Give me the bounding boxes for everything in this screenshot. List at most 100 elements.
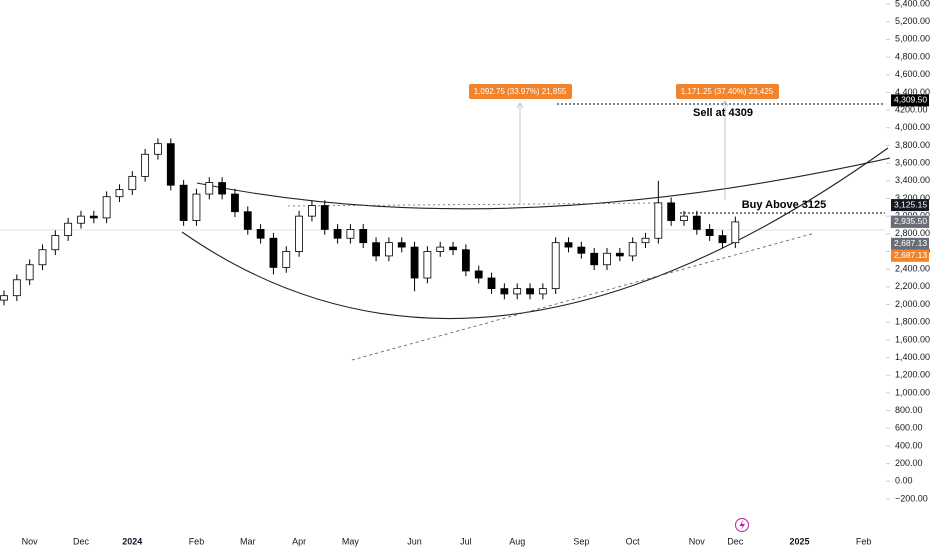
price-tag-label: 2,687.13: [894, 238, 927, 248]
candle-body: [615, 252, 624, 257]
buy-label: Buy Above 3125: [742, 199, 827, 211]
y-tick-label: 2,000.00: [895, 299, 930, 309]
y-tick-label: 3,200.00: [895, 193, 930, 203]
candle-body: [603, 252, 611, 266]
y-tick-label: 800.00: [895, 405, 923, 415]
candle-body: [641, 237, 650, 244]
candle-body: [474, 270, 483, 279]
x-tick-label: 2024: [122, 536, 142, 546]
candle-body: [628, 242, 637, 257]
candle-body: [718, 235, 727, 244]
arrow-head: [721, 100, 729, 107]
price-tag-label: 3,125.15: [894, 199, 927, 209]
arrow-head: [516, 102, 524, 109]
x-tick-label: Feb: [189, 536, 205, 546]
candle-body: [410, 246, 419, 279]
y-tick-label: 5,200.00: [895, 16, 930, 26]
x-tick-label: Oct: [626, 536, 641, 546]
y-tick-label: 5,000.00: [895, 34, 930, 44]
candle-body: [423, 251, 432, 279]
candle-body: [128, 175, 137, 191]
range-label: 1,092.75 (33.97%) 21,855: [474, 87, 567, 96]
candle-body: [359, 229, 368, 244]
candle-body: [89, 215, 98, 219]
candle-body: [38, 249, 47, 266]
candle-body: [487, 277, 496, 290]
candle-body: [308, 205, 316, 217]
price-tag: [891, 199, 929, 212]
range-box: [676, 84, 779, 99]
y-tick-label: 4,800.00: [895, 51, 930, 61]
candle-body: [0, 295, 8, 301]
y-tick-label: 5,400.00: [895, 0, 930, 8]
y-tick-label: 2,200.00: [895, 281, 930, 291]
candle-body: [141, 153, 150, 177]
candle-body: [320, 205, 329, 230]
range-box: [469, 84, 572, 99]
range-label: 1,171.25 (37.40%) 23,425: [681, 87, 774, 96]
y-tick-label: 4,000.00: [895, 122, 930, 132]
event-bolt: [739, 520, 745, 530]
price-tag: [891, 94, 929, 107]
candle-body: [243, 211, 252, 230]
x-tick-label: Aug: [509, 536, 525, 546]
y-tick-label: 1,200.00: [895, 370, 930, 380]
y-tick-label: 2,400.00: [895, 264, 930, 274]
price-tag-label: 4,309.50: [894, 95, 927, 105]
price-tag-label: 2,935.50: [894, 216, 927, 226]
candle-body: [205, 182, 214, 195]
y-tick-label: 0.00: [895, 476, 913, 486]
candle-body: [346, 229, 355, 239]
candle-body: [590, 252, 599, 266]
candle-body: [179, 184, 188, 221]
candle-body: [256, 229, 265, 239]
x-tick-label: Jul: [460, 536, 472, 546]
candle-body: [577, 246, 586, 254]
upper-curve: [196, 157, 891, 210]
price-tag: [891, 237, 929, 250]
candle-body: [102, 196, 111, 219]
x-tick-label: Nov: [689, 536, 706, 546]
candle-body: [154, 143, 162, 155]
event-icon[interactable]: [735, 518, 749, 532]
candle-body: [231, 193, 239, 213]
price-tag: [891, 249, 929, 262]
candle-body: [551, 242, 560, 290]
candle-body: [282, 251, 291, 268]
y-tick-label: 1,600.00: [895, 334, 930, 344]
x-tick-label: Jun: [407, 536, 422, 546]
candle-body: [526, 288, 534, 295]
y-tick-label: 600.00: [895, 423, 923, 433]
candle-body: [372, 242, 380, 257]
lower-curve: [181, 147, 889, 320]
neck-line: [287, 202, 661, 207]
y-tick-label: −200.00: [895, 493, 928, 503]
candle-body: [667, 202, 676, 221]
candle-body: [397, 242, 406, 248]
candle-body: [538, 288, 547, 295]
y-tick-label: 3,600.00: [895, 157, 930, 167]
candle-body: [295, 215, 303, 252]
candle-body: [384, 242, 393, 257]
candle-body: [692, 215, 701, 230]
y-tick-label: 1,400.00: [895, 352, 930, 362]
x-tick-label: 2025: [789, 536, 809, 546]
candle-body: [77, 215, 85, 224]
candle-body: [115, 189, 124, 198]
candle-body: [731, 221, 740, 244]
y-tick-label: 2,800.00: [895, 228, 930, 238]
trend-line: [351, 232, 816, 361]
candle-body: [25, 264, 34, 281]
x-tick-label: Dec: [727, 536, 744, 546]
candle-body: [680, 215, 688, 221]
candle-body: [12, 279, 21, 297]
y-tick-label: 4,400.00: [895, 87, 930, 97]
candle-body: [192, 193, 201, 221]
candle-body: [500, 288, 509, 295]
y-tick-label: 200.00: [895, 458, 923, 468]
price-tag-label: 2,687.13: [894, 250, 927, 260]
candle-body: [269, 237, 278, 268]
candle-body: [333, 229, 342, 239]
sell-label: Sell at 4309: [693, 107, 753, 119]
